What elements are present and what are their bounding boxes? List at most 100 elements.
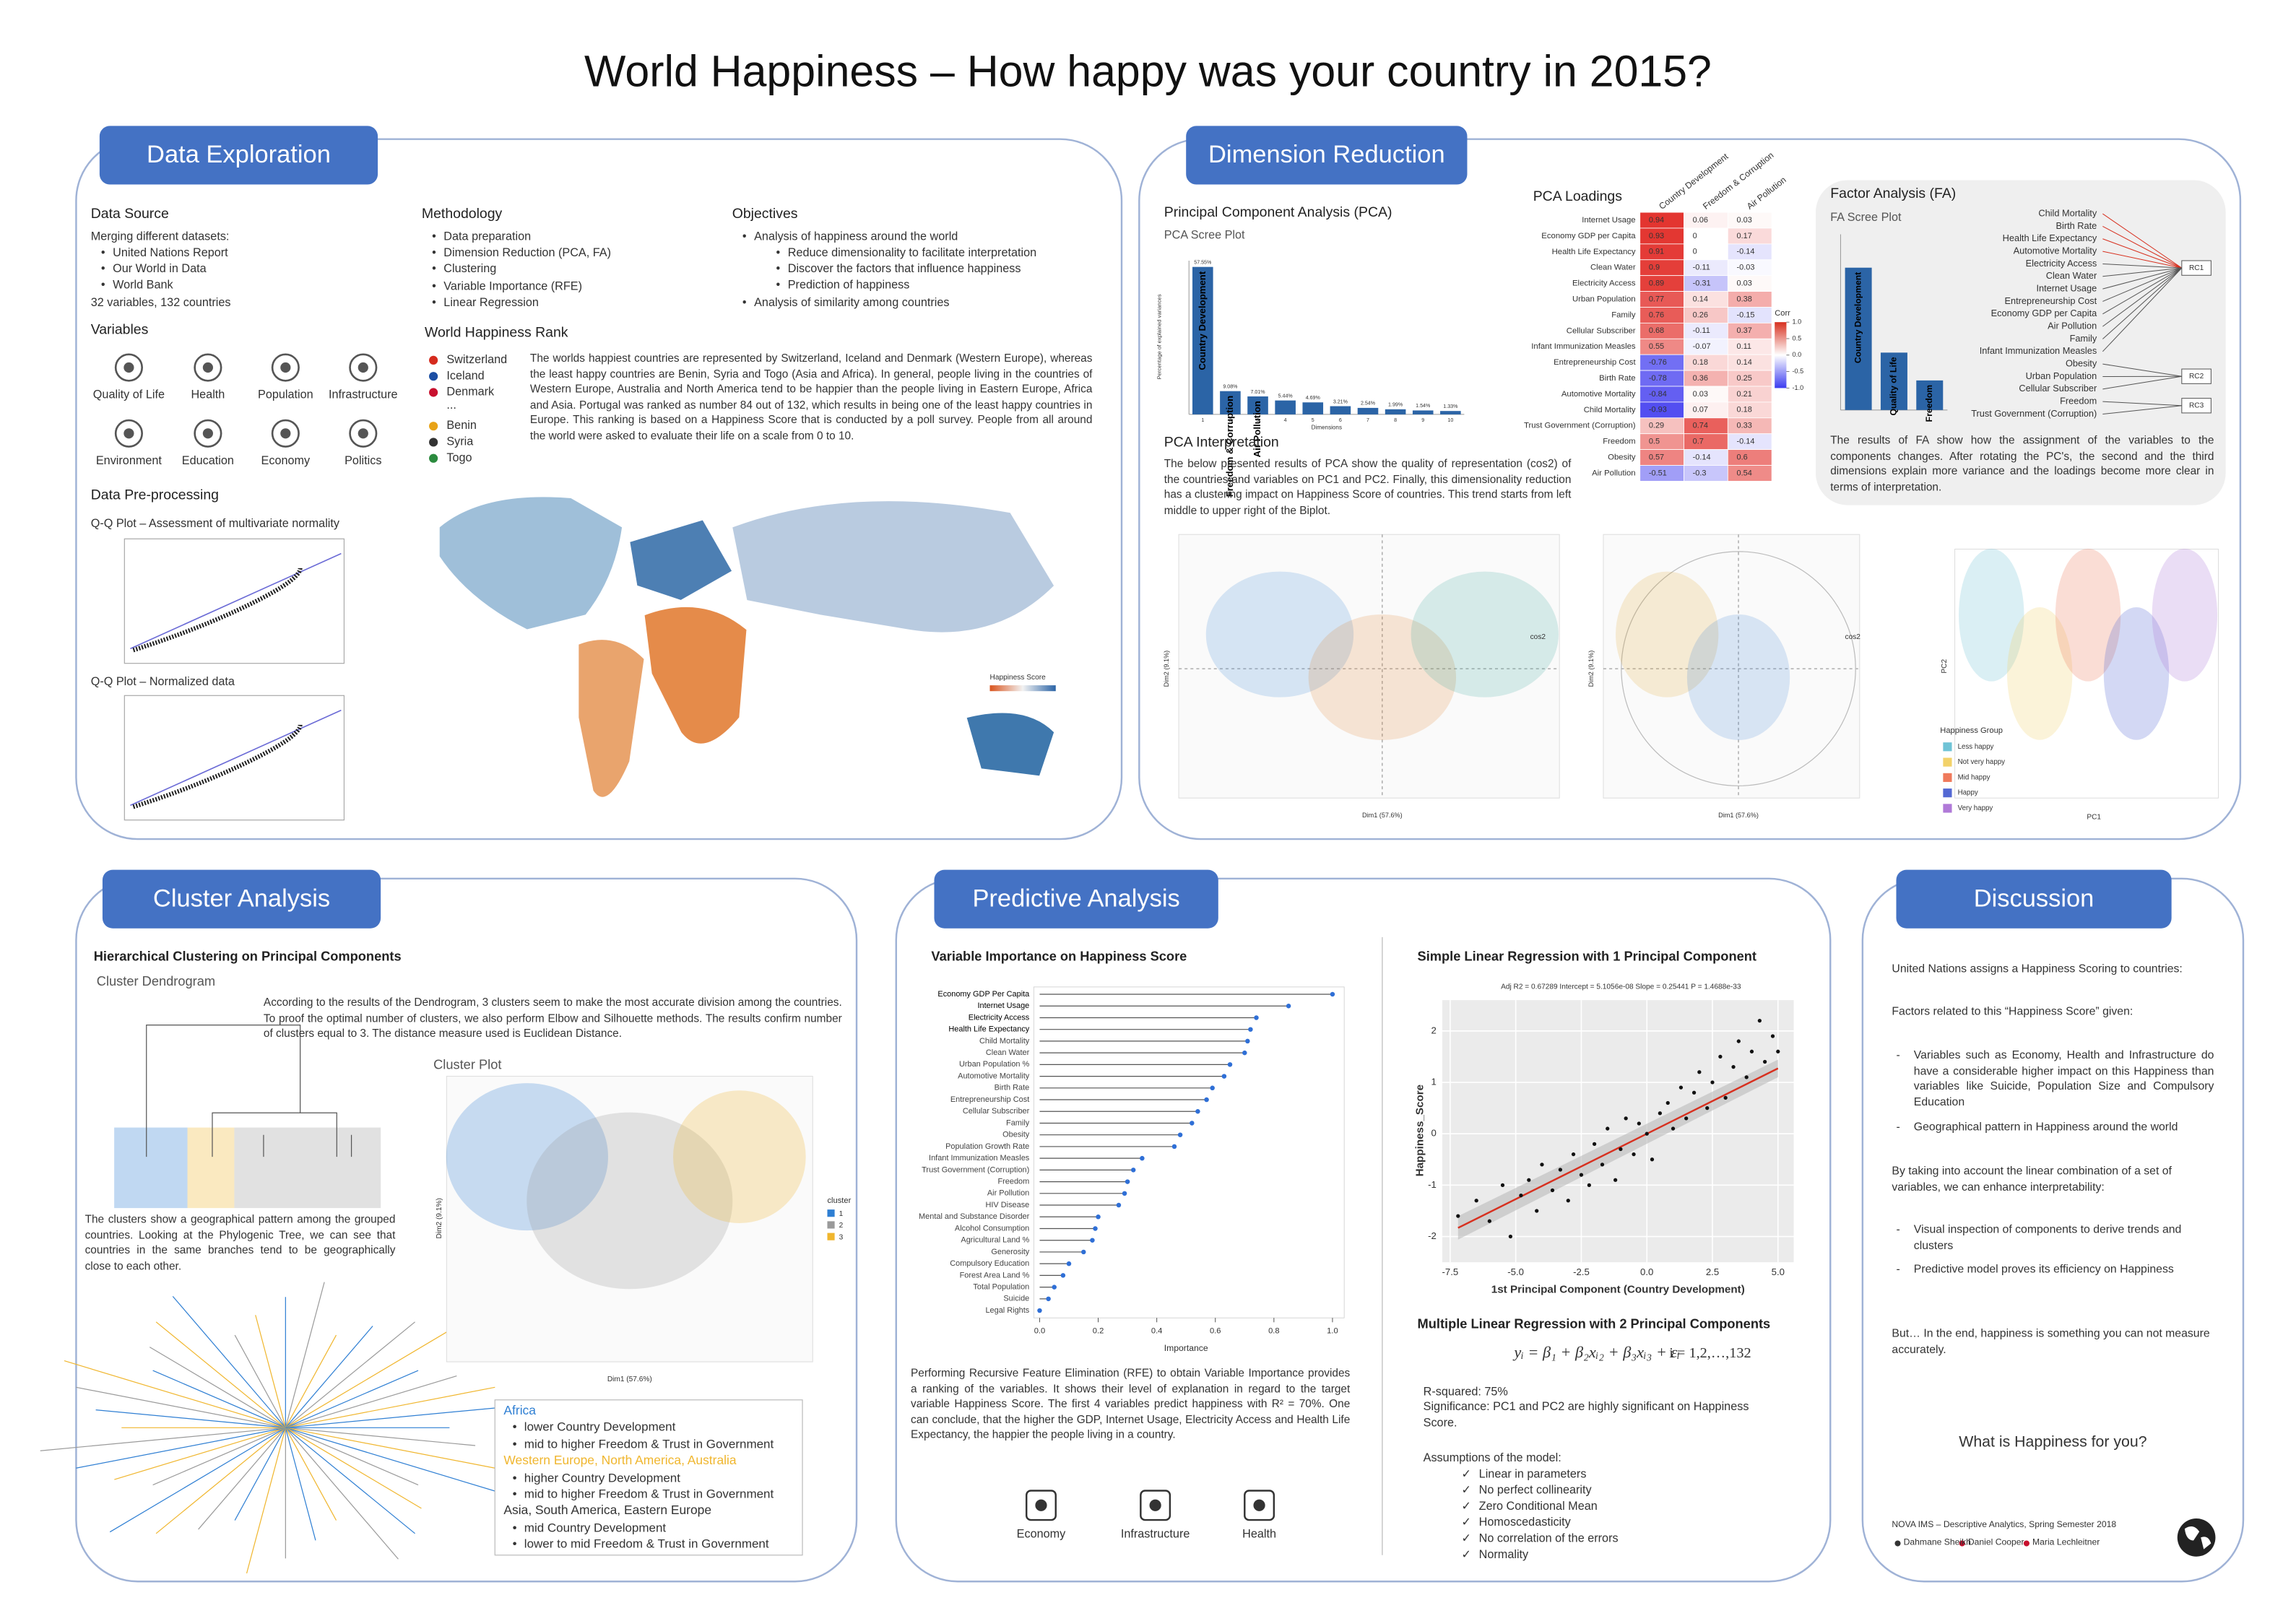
variable-label: Health xyxy=(191,388,225,401)
section-heading: Discussion xyxy=(1973,884,2094,913)
lollipop-dot xyxy=(1122,1191,1127,1196)
legend-label: 1 xyxy=(839,1210,844,1218)
variable-icon xyxy=(358,428,368,439)
country: Benin xyxy=(446,419,477,433)
lollipop-dot xyxy=(1116,1202,1122,1208)
country: Switzerland xyxy=(446,352,508,367)
map-region xyxy=(578,639,645,798)
poster-title: World Happiness – How happy was your cou… xyxy=(584,48,1712,97)
tree-branch xyxy=(285,1404,532,1428)
heatmap-cell xyxy=(1727,449,1772,466)
section-heading: Cluster Analysis xyxy=(152,884,331,913)
y-tick-label: Air Pollution xyxy=(987,1189,1029,1198)
axis-title: Percentage of explained variances xyxy=(1156,294,1163,379)
group-ellipse xyxy=(2055,548,2121,682)
scatter-point xyxy=(1731,1065,1736,1069)
row-label: Freedom xyxy=(1603,438,1635,446)
cell-label: 0.68 xyxy=(1649,326,1664,335)
y-tick-label: Freedom xyxy=(997,1177,1029,1186)
tree-branch xyxy=(149,1347,286,1428)
fa-variable: Freedom xyxy=(2060,396,2097,407)
bar-name: Country Development xyxy=(1197,271,1208,370)
scatter-point xyxy=(1500,1183,1505,1188)
author-flag xyxy=(1894,1540,1901,1547)
fa-loading-arrow xyxy=(2102,267,2183,327)
lollipop-dot xyxy=(1081,1249,1086,1255)
cell-label: 0 xyxy=(1693,248,1697,256)
tree-branch xyxy=(285,1282,325,1428)
lollipop-dot xyxy=(1210,1085,1215,1091)
axis-title: Dim1 (57.6%) xyxy=(607,1376,652,1383)
author-flag xyxy=(2023,1540,2029,1547)
bar-name: Freedom & Corruption xyxy=(1224,396,1235,497)
scatter-point xyxy=(1762,1059,1767,1064)
check-item: Linear in parameters xyxy=(1461,1466,1586,1482)
fa-loading-arrow xyxy=(2102,267,2182,277)
bar xyxy=(1880,352,1907,410)
cell-label: 0.91 xyxy=(1649,248,1664,256)
fa-loading-arrow xyxy=(2102,263,2182,269)
bar xyxy=(1916,380,1944,410)
lollipop-dot xyxy=(1140,1155,1145,1161)
subheading: World Happiness Rank xyxy=(424,325,568,342)
scatter-point xyxy=(1658,1111,1663,1116)
cell-label: 0.93 xyxy=(1649,232,1664,240)
paragraph: Significance: PC1 and PC2 are highly sig… xyxy=(1423,1399,1749,1429)
colorbar-tick-label: -0.5 xyxy=(1793,368,1804,375)
scatter-point xyxy=(1665,1100,1670,1105)
tree-branch xyxy=(246,1427,286,1574)
y-tick-label: -1 xyxy=(1428,1179,1437,1190)
y-tick-label: Agricultural Land % xyxy=(961,1236,1029,1245)
variable-icon xyxy=(271,419,300,448)
text: R-squared: 75% xyxy=(1423,1385,1508,1399)
component-box xyxy=(2181,368,2211,384)
component-label: RC1 xyxy=(2189,264,2204,272)
subheading: Simple Linear Regression with 1 Principa… xyxy=(1417,949,1756,964)
axis-title: Dim2 (9.1%) xyxy=(1587,651,1595,687)
tree-branch xyxy=(155,1427,286,1534)
y-tick-label: Generosity xyxy=(991,1248,1029,1256)
cell-label: 0.14 xyxy=(1693,295,1708,303)
variable-icon xyxy=(202,362,213,373)
scatter-point xyxy=(1705,1105,1710,1111)
paragraph: The results of FA show how the assignmen… xyxy=(1830,433,2214,493)
footer: NOVA IMS – Descriptive Analytics, Spring… xyxy=(1892,1521,2117,1531)
section-panel xyxy=(895,877,1832,1583)
bullet: Our World in Data xyxy=(101,261,207,277)
legend-label: 3 xyxy=(839,1233,844,1241)
cell-label: 0.26 xyxy=(1693,310,1708,319)
bar-name: Freedom xyxy=(1924,385,1934,422)
flag xyxy=(429,453,438,463)
y-tick-label: Birth Rate xyxy=(995,1084,1030,1092)
subheading: Data Pre-processing xyxy=(90,487,220,504)
bar-value-label: 1.99% xyxy=(1388,402,1403,408)
cell-label: 0.89 xyxy=(1649,279,1664,288)
tree-branch xyxy=(285,1427,507,1495)
scatter-point xyxy=(1587,1183,1591,1188)
bullet: mid to higher Freedom & Trust in Governm… xyxy=(513,1486,774,1502)
globe-icon xyxy=(2184,1526,2211,1550)
subheading: PCA Scree Plot xyxy=(1164,228,1245,242)
component-box xyxy=(2181,260,2211,276)
icon xyxy=(1149,1499,1161,1511)
scatter-point xyxy=(1566,1199,1570,1203)
cell-label: 0.9 xyxy=(1649,264,1660,272)
subheading: Variable Importance on Happiness Score xyxy=(931,949,1187,964)
tree-branch xyxy=(152,1427,286,1486)
tree-branch xyxy=(152,1370,286,1428)
component-label: RC2 xyxy=(2189,373,2204,381)
bar xyxy=(1330,406,1351,414)
bullet: Discover the factors that influence happ… xyxy=(776,261,1021,277)
fa-loading-arrow xyxy=(2102,405,2182,415)
scatter-point xyxy=(1606,1126,1610,1131)
biplot-frame xyxy=(1178,534,1560,799)
check-item: No correlation of the errors xyxy=(1461,1530,1618,1546)
colorbar-title: Corr xyxy=(1775,309,1790,318)
cell-label: 0.74 xyxy=(1693,422,1708,430)
fa-loading-arrow xyxy=(2102,267,2183,315)
scatter-point xyxy=(1684,1116,1689,1121)
bar-name: Air Pollution xyxy=(1252,401,1262,457)
paragraph: The worlds happiest countries are repres… xyxy=(529,351,1093,443)
variable-icon xyxy=(114,419,143,448)
cell-label: 0.18 xyxy=(1693,358,1708,367)
